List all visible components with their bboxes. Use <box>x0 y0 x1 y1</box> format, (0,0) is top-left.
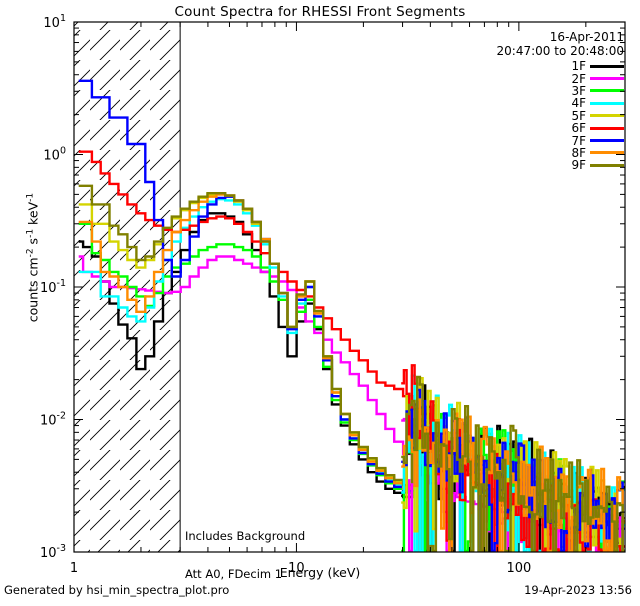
x-tick-label: 100 <box>506 561 531 576</box>
y-axis-label: counts cm-2 s-1 keV-1 <box>25 192 41 323</box>
legend-label: 8F <box>571 145 586 160</box>
legend-item-6f: 6F <box>506 121 624 136</box>
tick-exponent: -2 <box>57 411 66 422</box>
y-tick-label: 10-2 <box>40 411 66 429</box>
tick-exponent: -1 <box>57 278 66 289</box>
legend-color-swatch <box>590 64 624 68</box>
y-tick-label: 10-1 <box>40 278 66 296</box>
footer-timestamp: 19-Apr-2023 13:56 <box>524 583 632 597</box>
spectrum-noise-9f <box>401 375 625 552</box>
legend-label: 4F <box>571 96 586 111</box>
legend-color-swatch <box>590 101 624 105</box>
observation-time-range: 20:47:00 to 20:48:00 <box>496 44 624 58</box>
plot-annotation: Includes Background Att A0, FDecim 1 <box>185 505 305 605</box>
legend-item-5f: 5F <box>506 108 624 123</box>
y-tick-label: 10-3 <box>40 543 66 561</box>
legend-item-4f: 4F <box>506 96 624 111</box>
legend-color-swatch <box>590 139 624 143</box>
y-tick-label: 100 <box>43 146 66 164</box>
axis-ticks <box>73 21 626 553</box>
legend-color-swatch <box>590 77 624 81</box>
legend-label: 1F <box>571 59 586 74</box>
legend-item-1f: 1F <box>506 59 624 74</box>
annotation-line-1: Includes Background <box>185 529 306 543</box>
annotation-line-2: Att A0, FDecim 1 <box>185 566 283 581</box>
legend-label: 7F <box>571 133 586 148</box>
x-axis-label: Energy (keV) <box>279 565 361 580</box>
legend-item-8f: 8F <box>506 145 624 160</box>
x-tick-label: 10 <box>288 561 305 576</box>
legend-color-swatch <box>590 114 624 118</box>
legend-color-swatch <box>590 89 624 93</box>
legend-item-7f: 7F <box>506 133 624 148</box>
legend-label: 2F <box>571 71 586 86</box>
legend-label: 3F <box>571 83 586 98</box>
legend-color-swatch <box>590 163 624 167</box>
legend-label: 9F <box>571 158 586 173</box>
spectrum-line-6f <box>78 150 625 548</box>
x-tick-label: 1 <box>70 561 78 576</box>
legend-color-swatch <box>590 151 624 155</box>
legend-item-2f: 2F <box>506 71 624 86</box>
noise-group <box>401 364 625 552</box>
chart-title: Count Spectra for RHESSI Front Segments <box>174 4 466 20</box>
tick-exponent: -3 <box>57 543 66 554</box>
legend-color-swatch <box>590 126 624 130</box>
footer-generator: Generated by hsi_min_spectra_plot.pro <box>4 583 230 597</box>
legend-item-3f: 3F <box>506 83 624 98</box>
tick-exponent: 0 <box>60 146 66 157</box>
legend: 1F 2F 3F 4F 5F 6F 7F 8F 9F <box>506 59 624 173</box>
observation-date: 16-Apr-2011 <box>549 30 624 44</box>
y-tick-label: 101 <box>43 13 66 31</box>
tick-exponent: 1 <box>60 13 66 24</box>
legend-item-9f: 9F <box>506 158 624 173</box>
legend-label: 6F <box>571 121 586 136</box>
legend-label: 5F <box>571 108 586 123</box>
